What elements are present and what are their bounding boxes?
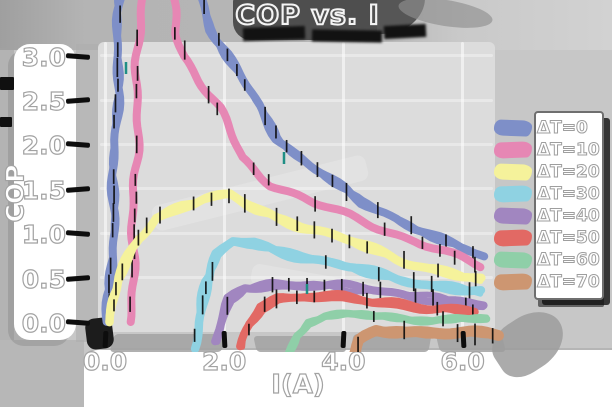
legend-swatch (493, 273, 533, 291)
legend-swatch (493, 185, 533, 203)
chart-title: COP vs. I (234, 0, 380, 32)
series-ΔT=30 (190, 237, 486, 352)
xtick-mark (460, 330, 466, 349)
gridline-y (100, 187, 493, 191)
margin-dash (0, 117, 12, 127)
xtick-label: 0.0 (82, 347, 128, 376)
left-spine-shadow (76, 44, 98, 342)
legend-label: ΔT=40 (537, 205, 601, 226)
bottom-left-corner-shade (0, 340, 84, 407)
legend-item: ΔT=10 (493, 139, 601, 161)
legend-swatch (493, 163, 533, 181)
gridline-x (222, 42, 226, 332)
ytick-label: 0.0 (21, 309, 66, 338)
gridline-x (461, 42, 465, 332)
series-ΔT=20 (105, 188, 486, 327)
gridline-y (100, 231, 493, 235)
margin-dash (0, 77, 14, 90)
ytick-label: 1.5 (21, 175, 66, 205)
legend-label: ΔT=30 (537, 183, 601, 204)
series-ΔT=70 (349, 320, 504, 352)
legend-item: ΔT=30 (493, 183, 601, 205)
ytick-label: 0.5 (21, 264, 66, 294)
xtick-label: 4.0 (321, 347, 366, 376)
x-axis-label: I(A) (271, 369, 326, 400)
legend-item: ΔT=0 (493, 117, 589, 139)
series-ΔT=60 (284, 309, 491, 352)
legend-label: ΔT=50 (537, 227, 601, 248)
ytick-label: 2.5 (21, 87, 66, 116)
ytick-label: 2.0 (21, 131, 66, 161)
gridline-y (100, 142, 493, 146)
legend-item: ΔT=50 (493, 227, 601, 249)
gridline-x (103, 42, 107, 332)
ytick-backdrop (14, 44, 76, 340)
series-ΔT=50 (236, 289, 479, 351)
series-ΔT=0 (101, 0, 489, 326)
gridline-y (100, 54, 493, 58)
ytick-label: 1.0 (21, 220, 66, 250)
legend-label: ΔT=0 (537, 117, 589, 138)
legend-item: ΔT=40 (493, 205, 601, 227)
xtick-mark (102, 330, 108, 349)
legend: ΔT=0 ΔT=10 ΔT=20 ΔT=30 ΔT=40 ΔT=50 ΔT=60 ΔT=70 (493, 111, 610, 300)
legend-label: ΔT=60 (537, 249, 601, 270)
gridline-y (100, 276, 493, 280)
legend-swatch (493, 119, 533, 137)
legend-swatch (493, 141, 533, 159)
curve-canvas (101, 0, 504, 352)
ytick-label: 3.0 (21, 42, 66, 72)
legend-item: ΔT=60 (493, 249, 601, 271)
legend-label: ΔT=20 (537, 161, 601, 182)
legend-label: ΔT=10 (537, 139, 601, 160)
legend-item: ΔT=20 (493, 161, 601, 183)
legend-swatch (493, 251, 533, 269)
legend-label: ΔT=70 (537, 271, 601, 292)
xtick-label: 6.0 (440, 347, 485, 376)
legend-item: ΔT=70 (493, 271, 601, 293)
legend-swatch (493, 207, 533, 225)
xtick-label: 2.0 (201, 347, 247, 376)
gridline-y (100, 98, 493, 102)
legend-swatch (493, 229, 533, 247)
series-ΔT=10 (126, 0, 485, 326)
legend-box (534, 111, 604, 300)
